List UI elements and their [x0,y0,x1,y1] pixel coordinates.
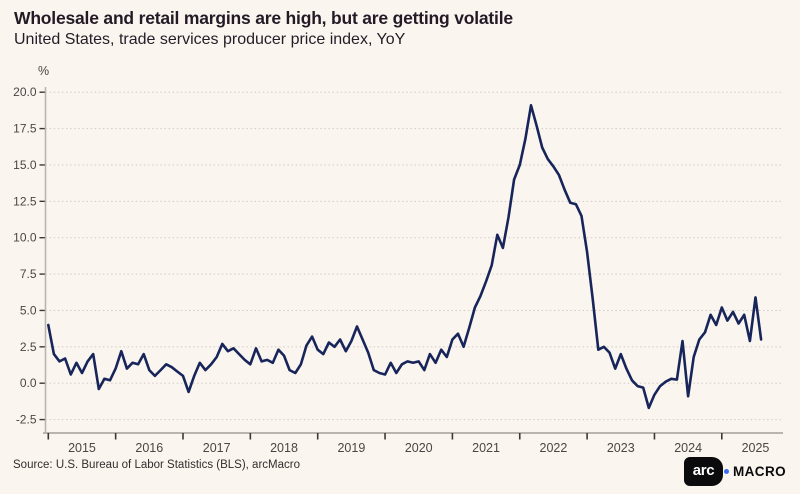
x-tick-label: 2021 [472,441,500,455]
x-tick-label: 2015 [68,441,96,455]
x-tick-label: 2018 [270,441,298,455]
chart-subtitle: United States, trade services producer p… [14,31,406,48]
x-tick-label: 2020 [405,441,433,455]
y-axis-unit-label: % [38,64,50,78]
y-tick-label: 15.0 [13,158,37,172]
x-tick-label: 2016 [135,441,163,455]
y-tick-label: 20.0 [13,85,37,99]
y-tick-label: 17.5 [13,122,37,136]
y-tick-label: -2.5 [16,413,37,427]
arcmacro-logo: arc MACRO [684,457,786,486]
data-series-line [47,104,763,410]
macro-logo-text: MACRO [733,464,786,479]
x-tick-label: 2023 [607,441,635,455]
y-tick-label: 2.5 [20,340,37,354]
x-tick-label: 2024 [674,441,702,455]
y-tick-label: 7.5 [20,267,37,281]
y-tick-label: 12.5 [13,194,37,208]
y-tick-label: 10.0 [13,231,37,245]
y-tick-label: 5.0 [20,303,37,317]
x-tick-label: 2019 [337,441,365,455]
arc-logo-box: arc [684,457,723,486]
source-note: Source: U.S. Bureau of Labor Statistics … [13,459,300,471]
x-tick-label: 2025 [742,441,770,455]
x-tick-label: 2017 [203,441,231,455]
y-tick-label: 0.0 [20,376,37,390]
logo-dot-icon [724,469,729,474]
chart-title: Wholesale and retail margins are high, b… [14,8,513,28]
x-tick-label: 2022 [540,441,568,455]
arc-logo-text: arc [692,462,715,479]
